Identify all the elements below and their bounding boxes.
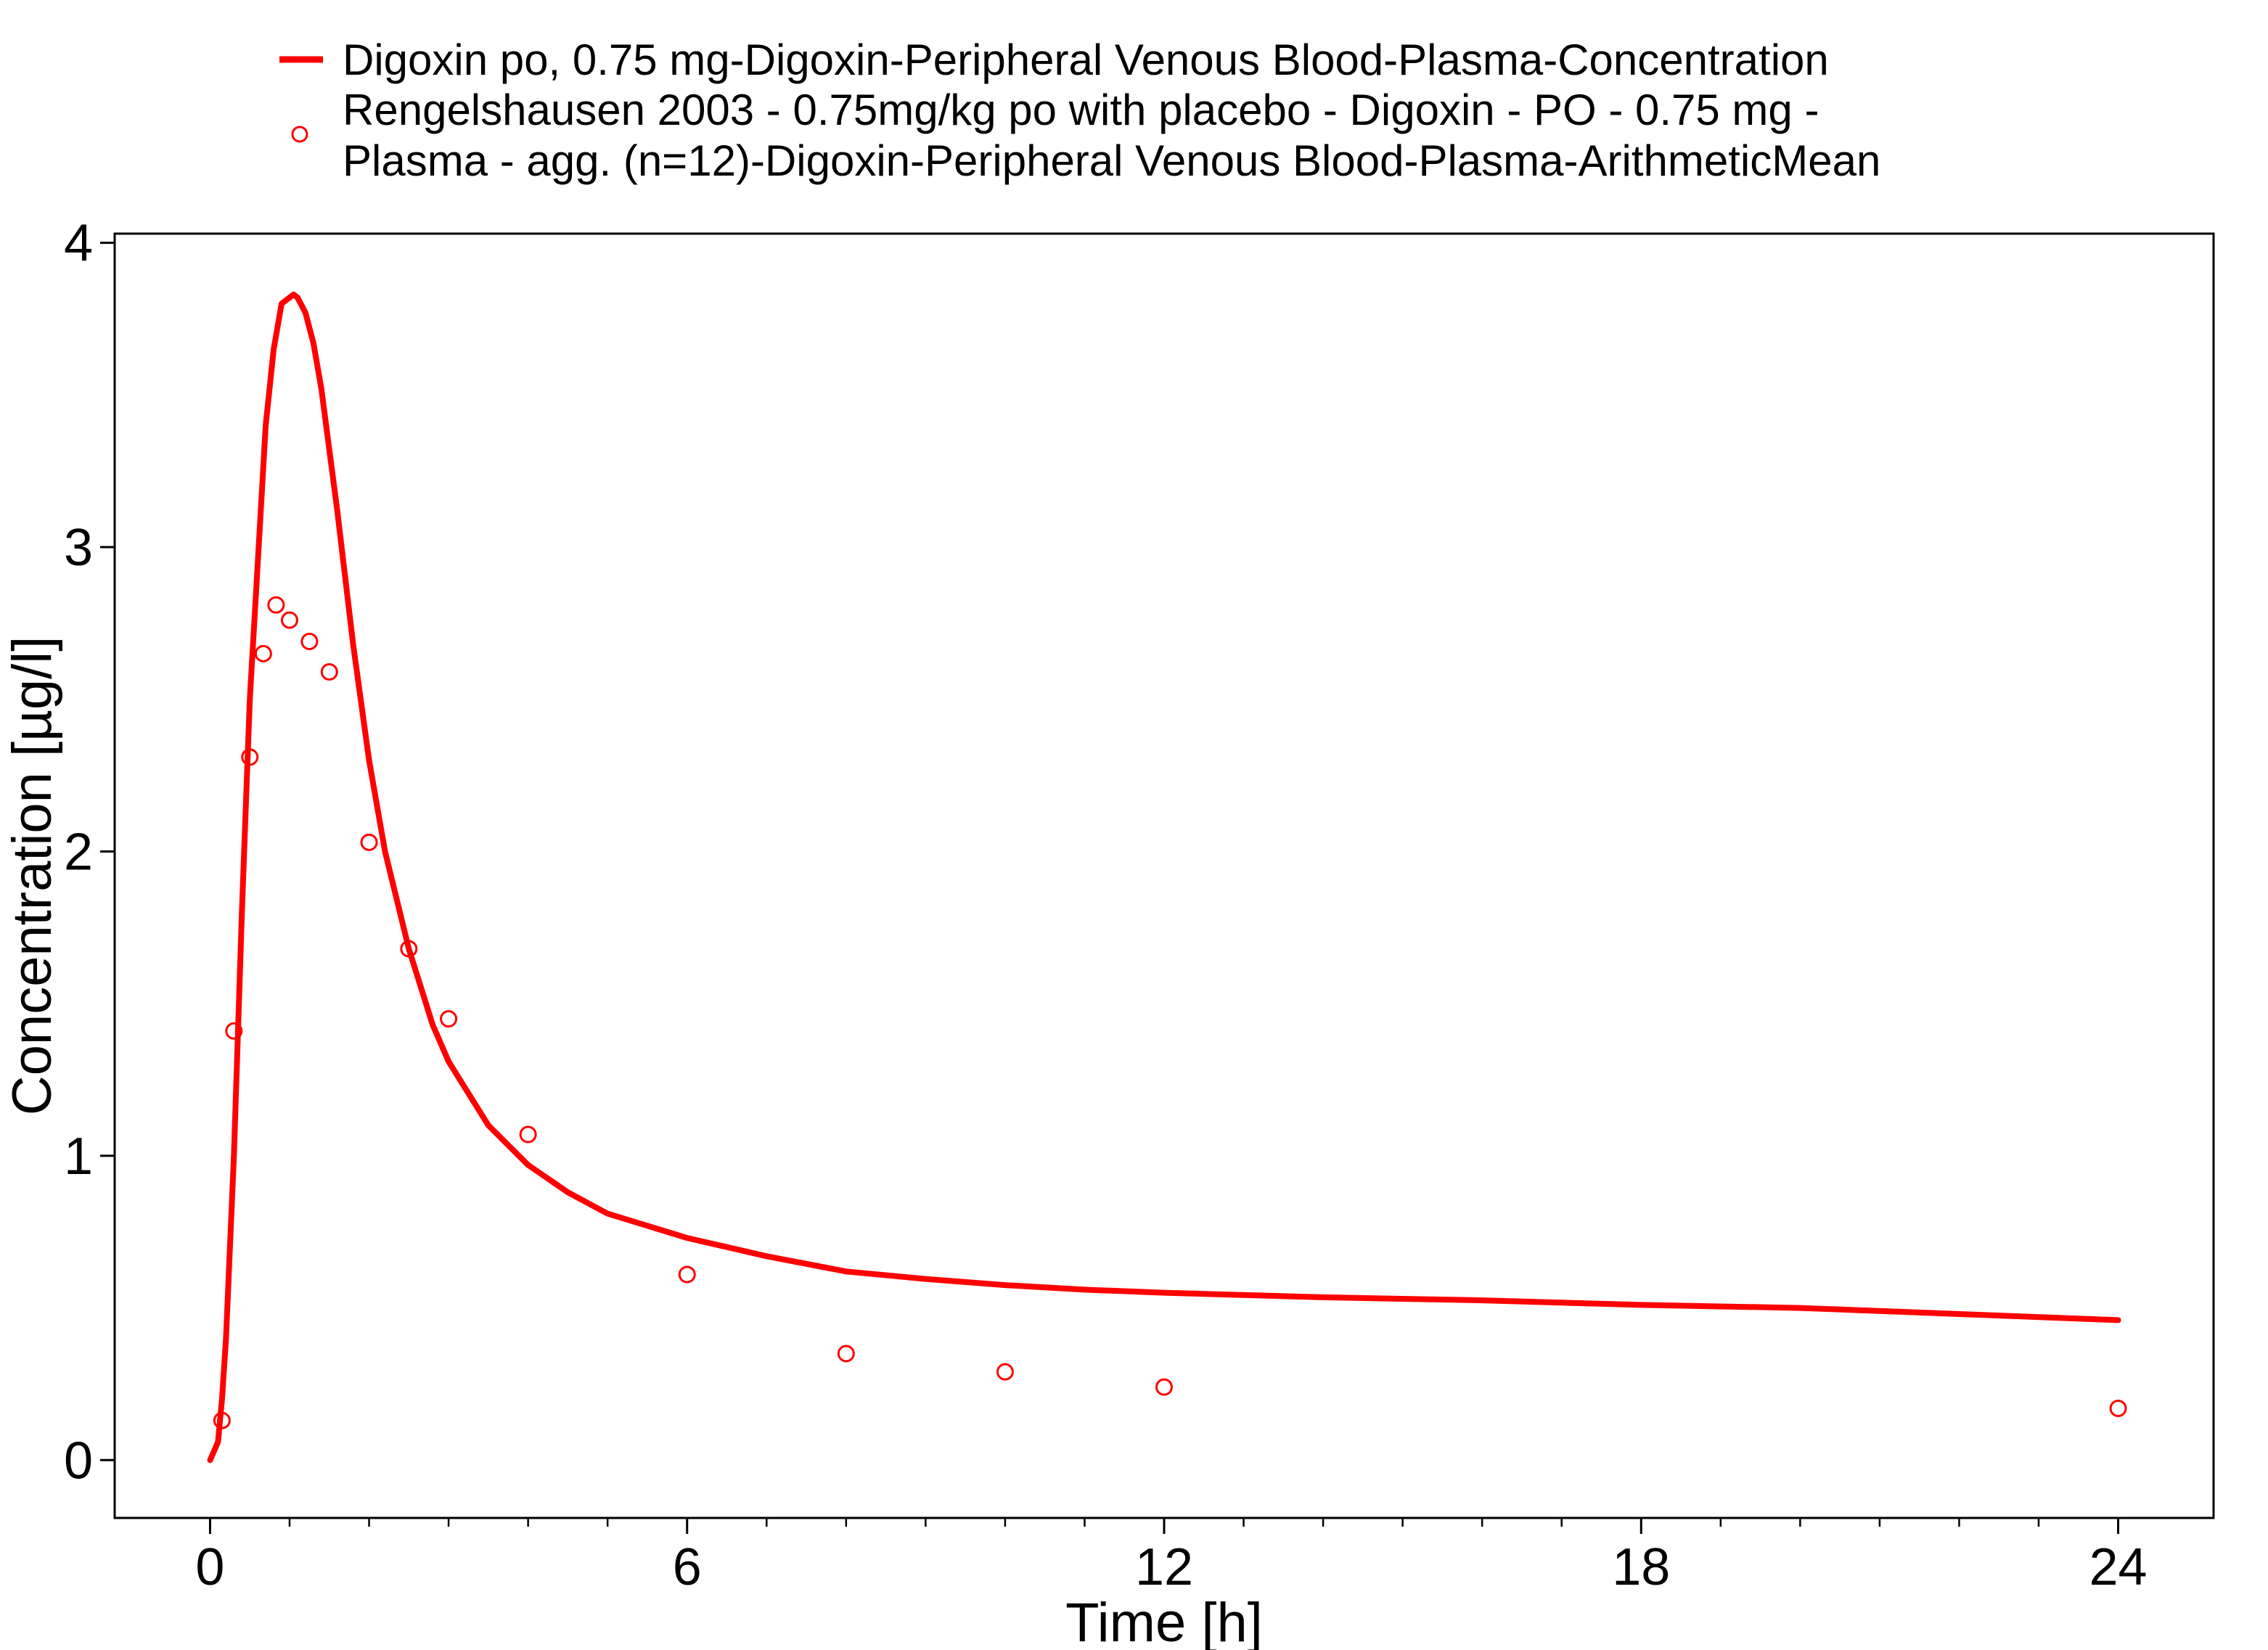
y-tick-label: 4 <box>64 215 93 273</box>
x-tick-label: 24 <box>2089 1538 2147 1596</box>
observed-data-point <box>440 1010 458 1028</box>
simulated-concentration-line <box>207 291 2121 1464</box>
observed-data-point <box>2109 1400 2127 1418</box>
observed-data-point <box>254 644 272 662</box>
observed-data-point <box>281 611 298 629</box>
observed-data-point <box>300 633 319 651</box>
legend-label-simulation: Digoxin po, 0.75 mg-Digoxin-Peripheral V… <box>343 36 1829 84</box>
x-tick-label: 0 <box>195 1538 224 1596</box>
x-tick-label: 12 <box>1135 1538 1193 1596</box>
legend-circle-swatch <box>291 126 308 143</box>
x-axis-label: Time [h] <box>1065 1592 1263 1650</box>
y-tick-label: 1 <box>64 1128 93 1186</box>
observed-data-point <box>678 1265 696 1284</box>
observed-data-point <box>213 1411 231 1429</box>
y-tick-label: 3 <box>64 519 93 577</box>
observed-data-point <box>1155 1378 1173 1396</box>
y-axis: 0 1 2 3 4 <box>64 215 115 1490</box>
observed-data-point <box>996 1363 1014 1381</box>
observed-data-point <box>267 596 285 614</box>
x-tick-label: 6 <box>673 1538 702 1596</box>
x-tick-label: 18 <box>1612 1538 1670 1596</box>
legend-label-observed-line2: Plasma - agg. (n=12)-Digoxin-Peripheral … <box>343 136 1880 185</box>
observed-data-point <box>360 833 378 851</box>
y-tick-label: 0 <box>64 1432 93 1490</box>
legend-label-observed-line1: Rengelshausen 2003 - 0.75mg/kg po with p… <box>343 86 1819 134</box>
series-layer <box>207 291 2127 1464</box>
observed-data-point <box>225 1022 243 1040</box>
y-axis-label: Concentration [µg/l] <box>1 636 63 1116</box>
observed-data-point <box>400 940 418 958</box>
observed-data-point <box>837 1345 855 1363</box>
observed-data-point <box>320 662 338 681</box>
observed-data-point <box>519 1125 537 1144</box>
observed-data-point <box>241 748 259 766</box>
x-axis: 0 6 12 18 24 <box>195 1518 2148 1596</box>
legend: Digoxin po, 0.75 mg-Digoxin-Peripheral V… <box>279 36 1880 185</box>
y-tick-label: 2 <box>64 823 93 881</box>
